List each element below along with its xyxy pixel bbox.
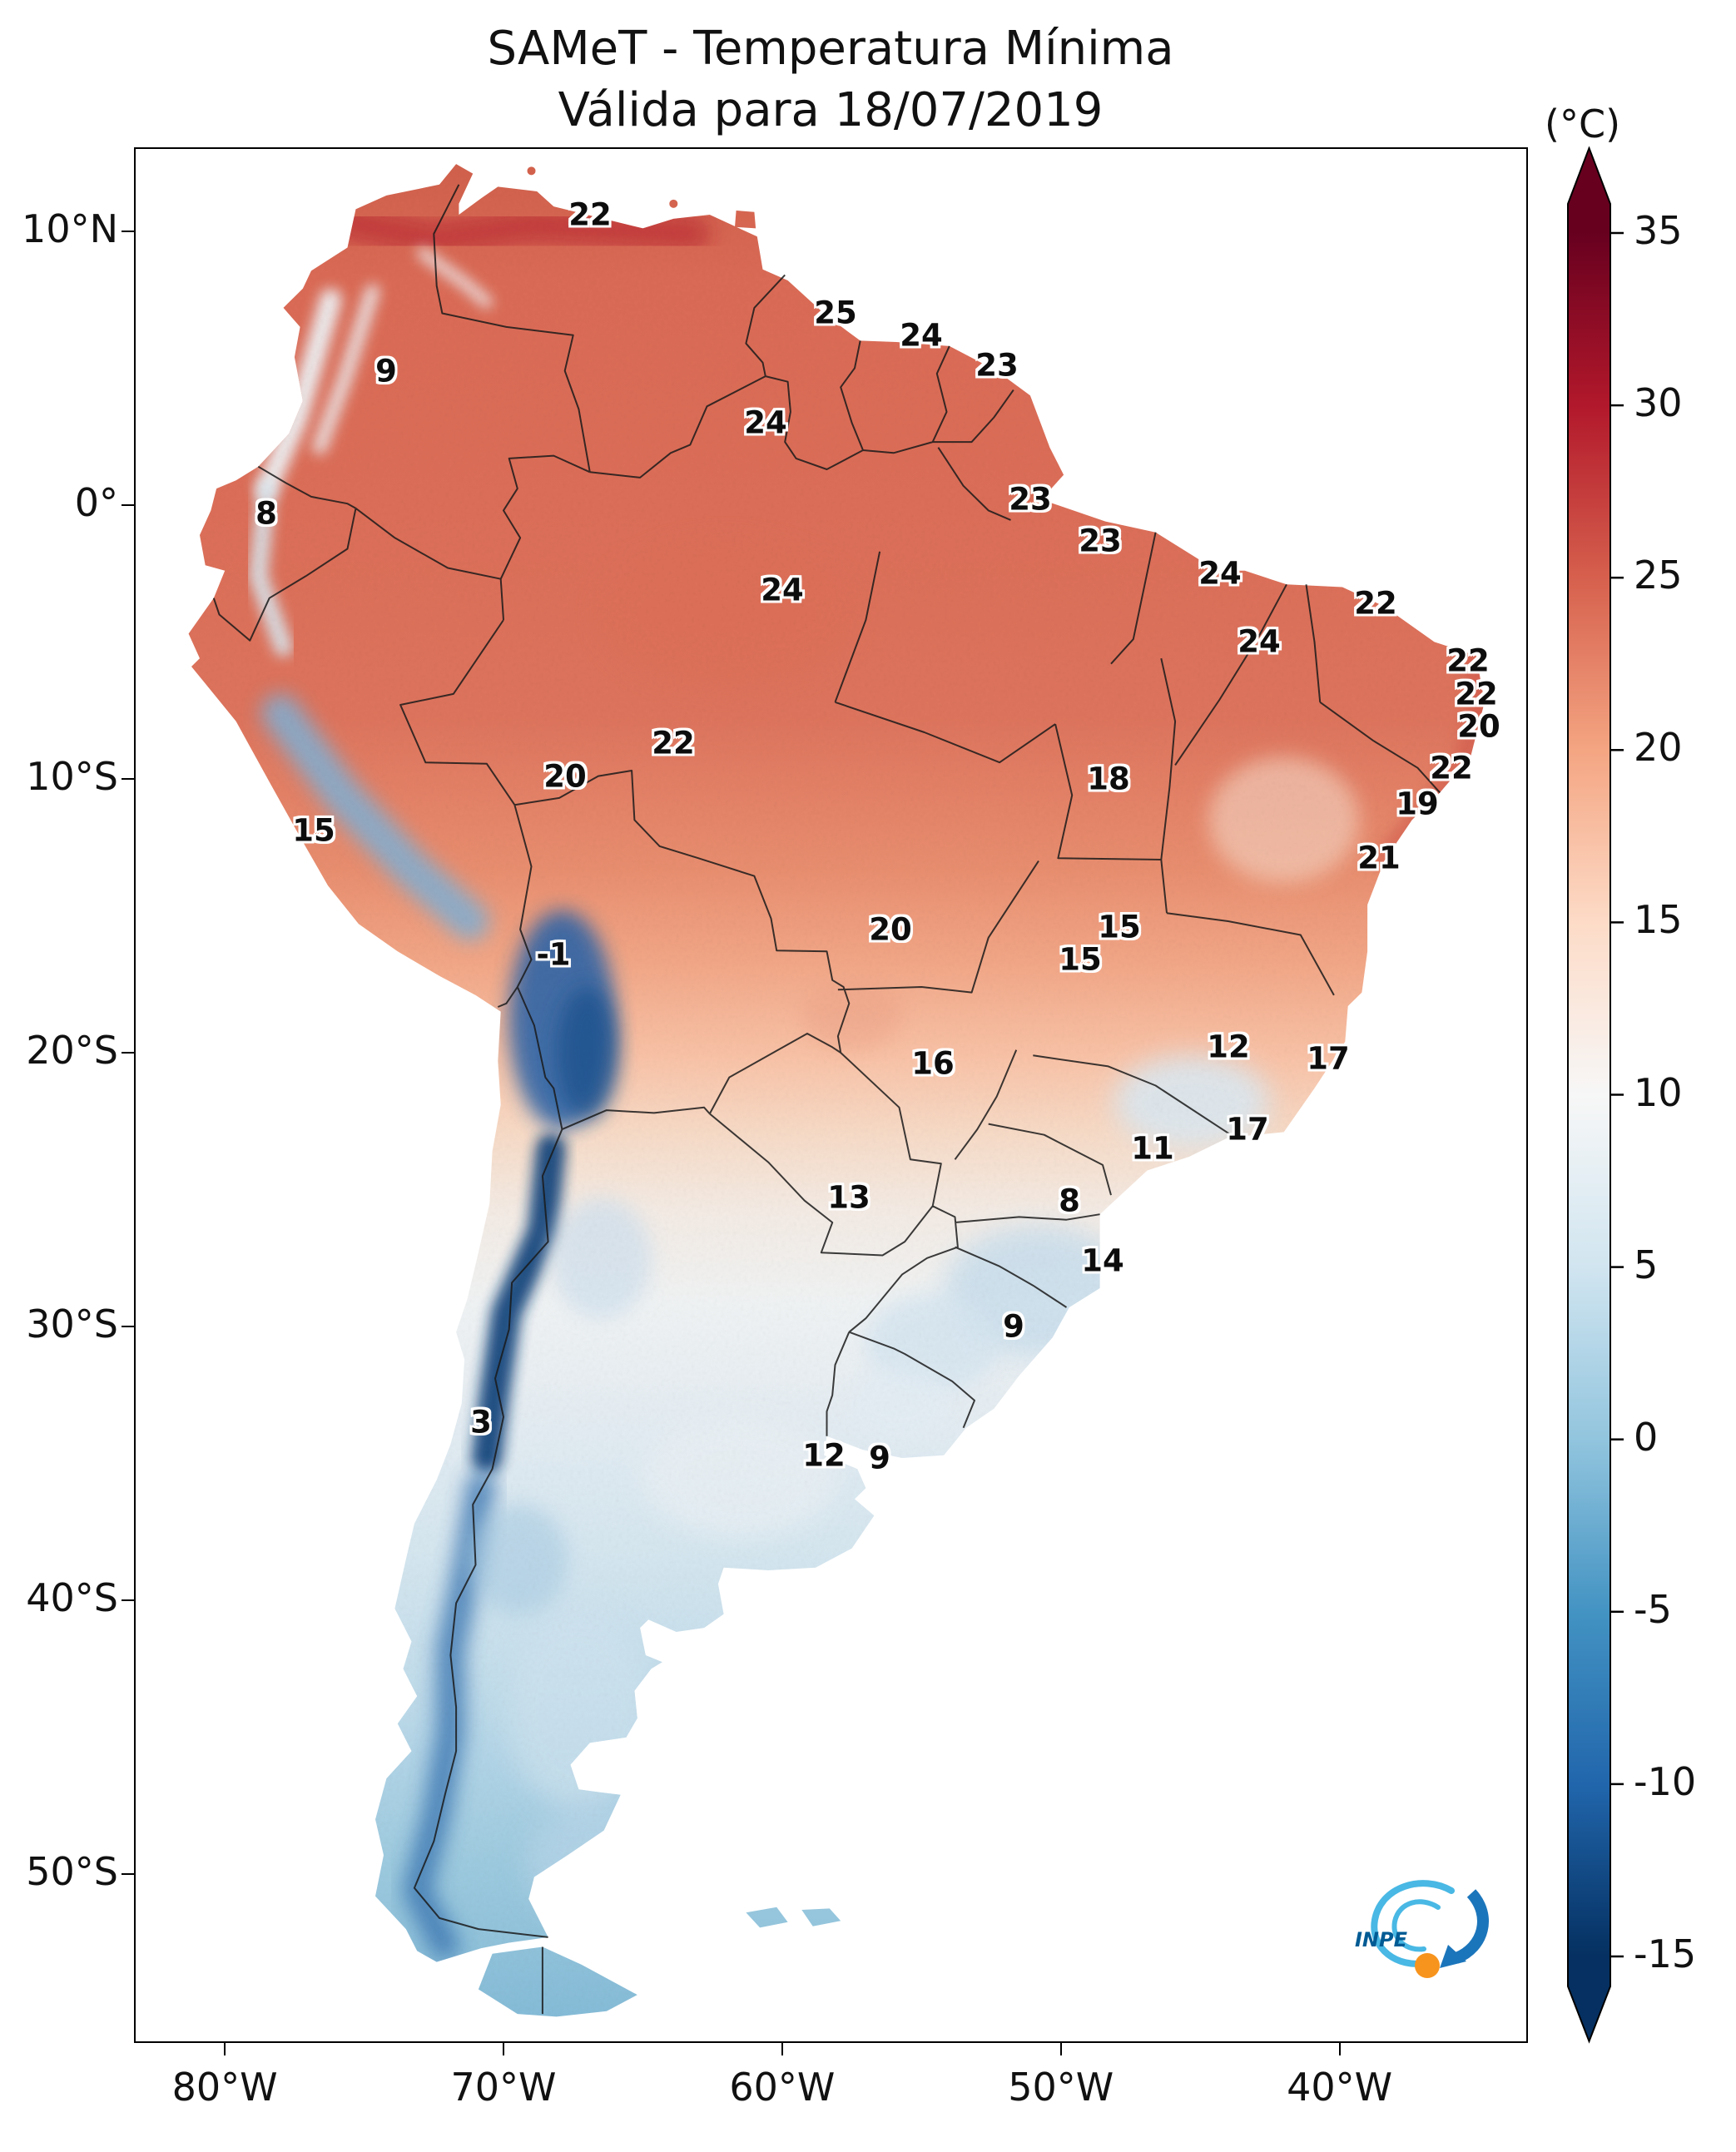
falkland-island-east: [801, 1908, 841, 1926]
map-plot-area: 22 25 24 23 9 24 8 23 23 24 24 22 24 22 22 20 22 20 18 22 19…: [136, 149, 1526, 2041]
logo-swirl-outer: [1371, 1880, 1455, 1967]
x-axis-label: 70°W: [450, 2065, 557, 2110]
falkland-island-west: [746, 1907, 788, 1928]
colorbar-tick-label: -5: [1634, 1586, 1672, 1632]
trinidad-shape: [735, 211, 756, 229]
colorbar-tick-label: 10: [1634, 1069, 1683, 1115]
x-axis-tick: [1059, 2043, 1062, 2055]
south-america-map: [188, 164, 1485, 2017]
figure-title: SAMeT - Temperatura Mínima: [487, 22, 1174, 76]
political-borders: [212, 184, 1441, 2015]
colorbar-ticks: [1610, 231, 1624, 1958]
colorbar-tick-label: 15: [1634, 897, 1683, 943]
y-axis-tick: [122, 230, 134, 232]
logo-orange-dot: [1415, 1953, 1440, 1978]
y-axis-tick: [122, 1326, 134, 1328]
logo-arrow-curve: [1454, 1889, 1489, 1964]
y-axis-label: 30°S: [26, 1302, 118, 1347]
colorbar-tick-label: 30: [1634, 380, 1683, 426]
colorbar-bar: [1567, 146, 1611, 2044]
inpe-logo: INPE: [1355, 1880, 1489, 1978]
x-axis-label: 50°W: [1008, 2065, 1114, 2110]
y-axis-tick: [122, 1051, 134, 1054]
y-axis-label: 0°: [74, 479, 118, 525]
x-axis-label: 60°W: [729, 2065, 836, 2110]
colorbar-tick-label: 5: [1634, 1242, 1659, 1287]
colorbar-tick-label: 20: [1634, 725, 1683, 771]
x-axis-tick: [224, 2043, 226, 2055]
x-axis-label: 80°W: [171, 2065, 278, 2110]
logo-swirl-inner: [1391, 1899, 1441, 1952]
y-axis-tick: [122, 777, 134, 780]
colorbar-tick-label: 0: [1634, 1414, 1659, 1460]
y-axis-label: 10°S: [26, 753, 118, 799]
x-axis-tick: [781, 2043, 783, 2055]
figure-subtitle: Válida para 18/07/2019: [558, 83, 1104, 137]
colorbar-tick-label: -15: [1634, 1931, 1697, 1976]
logo-text: INPE: [1355, 1928, 1408, 1951]
y-axis-label: 50°S: [26, 1849, 118, 1895]
logo-arrow-head: [1440, 1945, 1466, 1968]
y-axis-tick: [122, 1599, 134, 1602]
colorbar-tick-label: 35: [1634, 208, 1683, 253]
y-axis-tick: [122, 503, 134, 506]
colorbar: [1567, 146, 1624, 2044]
colorbar-unit-label: (°C): [1545, 102, 1621, 146]
y-axis-label: 10°N: [22, 206, 118, 251]
x-axis-tick: [1338, 2043, 1341, 2055]
y-axis-tick: [122, 1873, 134, 1876]
y-axis-label: 40°S: [26, 1575, 118, 1621]
x-axis-label: 40°W: [1287, 2065, 1393, 2110]
colorbar-tick-label: -10: [1634, 1758, 1697, 1804]
y-axis-label: 20°S: [26, 1027, 118, 1073]
x-axis-tick: [503, 2043, 505, 2055]
colorbar-tick-label: 25: [1634, 553, 1683, 598]
